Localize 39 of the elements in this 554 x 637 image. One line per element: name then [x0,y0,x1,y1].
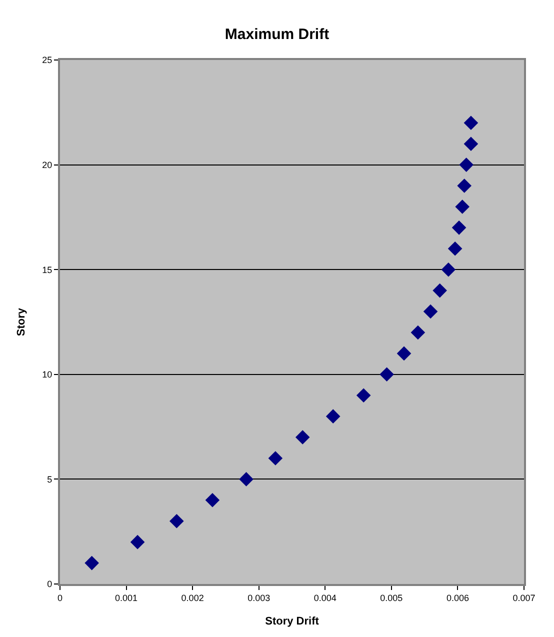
x-tick-label: 0.007 [512,592,536,603]
point [295,430,310,444]
x-tick-label: 0.002 [181,592,204,603]
y-tick-label: 0 [47,579,52,590]
point [268,451,283,466]
point [457,178,472,193]
point [455,200,470,214]
point [441,262,456,277]
point [380,367,394,382]
point [459,158,474,172]
x-tick-label: 0.004 [314,592,336,603]
point [356,388,371,403]
x-tick-label: 0.001 [115,592,138,603]
x-tick-label: 0.006 [446,592,469,603]
chart-title: Maximum Drift [224,26,330,44]
point [432,283,447,298]
y-axis-title: Story [15,307,28,336]
x-tick-label: 0.003 [248,592,270,603]
x-tick-label: 0 [57,592,63,603]
point [452,220,466,235]
x-tick-label: 0.005 [380,592,403,603]
point [326,409,340,424]
y-tick-label: 25 [42,55,52,66]
y-tick-label: 15 [42,264,52,275]
point [423,304,438,319]
point [205,493,220,508]
y-tick-label: 20 [42,160,52,170]
point [464,136,478,151]
point [84,556,99,570]
point [239,472,254,486]
point [410,325,426,340]
point [130,534,145,550]
x-axis-title: Story Drift [265,616,320,628]
point [396,346,412,361]
point [448,241,462,256]
y-tick-label: 5 [47,474,52,484]
point [464,116,478,130]
point [170,514,184,528]
y-tick-label: 10 [42,370,52,380]
